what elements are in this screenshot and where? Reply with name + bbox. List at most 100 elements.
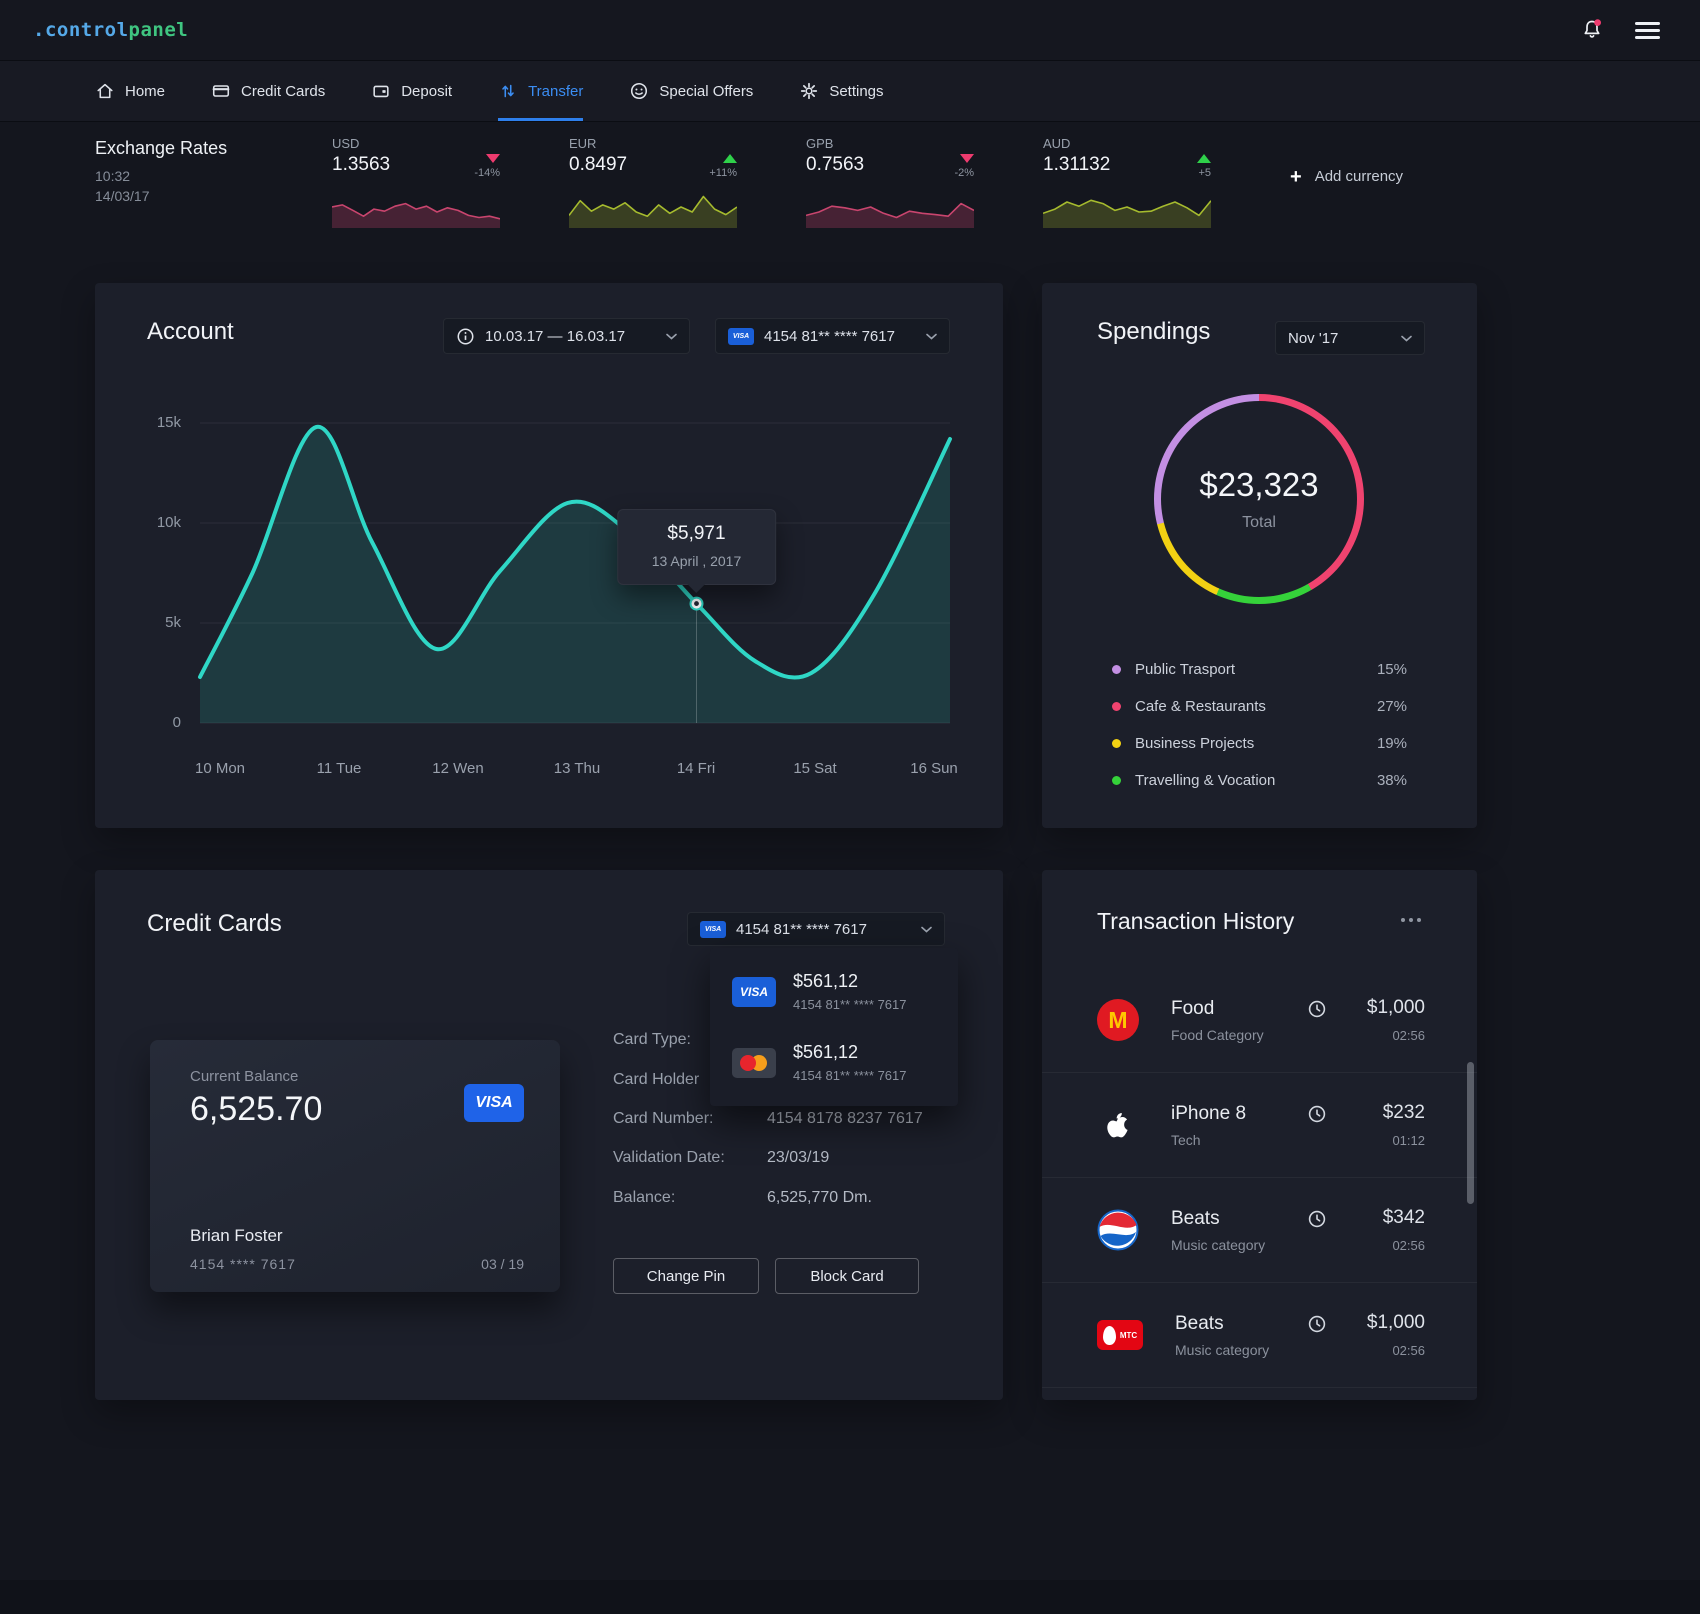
trend-arrow-icon [1197, 154, 1211, 163]
card-option-visa[interactable]: VISA $561,12 4154 81** **** 7617 [710, 956, 958, 1027]
rate-gpb: GPB 0.7563 -2% [806, 122, 1043, 240]
chevron-down-icon [1401, 335, 1412, 342]
currency-code: EUR [569, 136, 597, 151]
transactions-more-menu[interactable] [1401, 918, 1421, 922]
transaction-amount: $1,000 [1366, 1312, 1425, 1333]
home-icon [97, 83, 113, 99]
tab-settings[interactable]: Settings [799, 61, 884, 121]
mastercard-logo-icon [732, 1047, 776, 1078]
tab-credit-cards[interactable]: Credit Cards [211, 61, 325, 121]
tab-label: Transfer [528, 82, 584, 100]
y-axis-tick-label: 5k [165, 614, 181, 631]
currency-change: +11% [709, 167, 737, 179]
app-logo: .controlpanel [33, 19, 188, 41]
legend-label: Public Trasport [1135, 661, 1236, 678]
dashboard-content: Account 10.03.17 — 16.03.17 VISA 4154 81… [0, 240, 1700, 1400]
x-axis-tick-label: 15 Sat [793, 760, 837, 777]
account-card-select[interactable]: VISA 4154 81** **** 7617 [715, 318, 950, 354]
exchange-rates-date: 14/03/17 [95, 188, 150, 204]
spendings-donut-chart: $23,323 Total [1154, 394, 1364, 604]
legend-label: Business Projects [1135, 735, 1255, 752]
transaction-row[interactable]: Beats Music category $342 02:56 [1042, 1178, 1477, 1283]
exchange-rates-time: 10:32 [95, 168, 131, 184]
legend-label: Cafe & Restaurants [1135, 698, 1266, 715]
scrollbar-thumb[interactable] [1467, 1062, 1474, 1204]
change-pin-button[interactable]: Change Pin [613, 1258, 759, 1294]
bottom-strip [0, 1580, 1700, 1614]
tab-label: Special Offers [659, 82, 754, 100]
detail-label-card-holder: Card Holder [613, 1071, 700, 1088]
date-range-select[interactable]: 10.03.17 — 16.03.17 [443, 318, 690, 354]
legend-item: Business Projects 19% [1112, 725, 1407, 762]
block-card-button[interactable]: Block Card [775, 1258, 919, 1294]
hamburger-menu-icon[interactable] [1635, 21, 1660, 39]
transaction-category: Food Category [1171, 1026, 1264, 1043]
transaction-history-panel: Transaction History M Food Food Category… [1042, 870, 1477, 1400]
account-balance-chart [198, 422, 952, 733]
mcdonalds-icon: M [1097, 999, 1139, 1041]
legend-percent: 15% [1376, 661, 1407, 678]
tab-label: Settings [829, 82, 884, 100]
clock-icon [1308, 1315, 1326, 1333]
currency-code: GPB [806, 136, 834, 151]
trend-arrow-icon [723, 154, 737, 163]
currency-value: 0.8497 [569, 154, 628, 175]
tab-special-offers[interactable]: Special Offers [629, 61, 753, 121]
chevron-down-icon [666, 333, 677, 340]
x-axis-tick-label: 11 Tue [316, 760, 362, 777]
detail-label-balance: Balance: [613, 1189, 676, 1206]
info-icon [457, 328, 474, 344]
legend-dot [1112, 776, 1121, 785]
tab-transfer[interactable]: Transfer [498, 61, 584, 121]
x-axis-tick-label: 14 Fri [676, 760, 716, 777]
logo-accent: .control [33, 19, 129, 41]
spendings-total-label: Total [1242, 514, 1276, 531]
rate-usd: USD 1.3563 -14% [332, 122, 569, 240]
credit-card-dropdown-menu: VISA $561,12 4154 81** **** 7617 $561,12… [710, 948, 958, 1106]
spendings-total: $23,323 [1199, 466, 1319, 503]
donut-center: $23,323 Total [1154, 394, 1364, 604]
card-option-mastercard[interactable]: $561,12 4154 81** **** 7617 [710, 1027, 958, 1098]
transaction-row[interactable]: iPhone 8 Tech $232 01:12 [1042, 1073, 1477, 1178]
transaction-row[interactable]: МТС Beats Music category $1,000 02:56 [1042, 1283, 1477, 1388]
transaction-category: Music category [1175, 1341, 1270, 1358]
account-panel: Account 10.03.17 — 16.03.17 VISA 4154 81… [95, 283, 1003, 828]
account-title: Account [147, 318, 234, 345]
detail-value-validation-date: 23/03/19 [767, 1149, 830, 1166]
legend-item: Cafe & Restaurants 27% [1112, 688, 1407, 725]
spendings-period-select[interactable]: Nov '17 [1275, 321, 1425, 355]
currency-value: 1.3563 [332, 154, 391, 175]
y-axis-tick-label: 15k [156, 414, 181, 431]
spendings-title: Spendings [1097, 318, 1211, 345]
card-expiry: 03 / 19 [481, 1256, 524, 1272]
currency-change: +5 [1198, 167, 1211, 179]
legend-dot [1112, 702, 1121, 711]
visa-badge-icon: VISA [728, 327, 754, 345]
add-currency-button[interactable]: + Add currency [1290, 122, 1403, 240]
legend-dot [1112, 739, 1121, 748]
transaction-row[interactable]: M Food Food Category $1,000 02:56 [1042, 968, 1477, 1073]
chart-tooltip: $5,971 13 April , 2017 [616, 509, 777, 585]
legend-label: Travelling & Vocation [1135, 772, 1276, 789]
tooltip-amount: $5,971 [667, 523, 726, 544]
credit-cards-panel: Credit Cards VISA 4154 81** **** 7617 VI… [95, 870, 1003, 1400]
currency-change: -14% [474, 167, 500, 179]
detail-label-validation-date: Validation Date: [613, 1149, 725, 1166]
tab-home[interactable]: Home [95, 61, 165, 121]
credit-card-select[interactable]: VISA 4154 81** **** 7617 [687, 912, 945, 946]
card-number-masked: 4154 **** 7617 [190, 1256, 296, 1272]
y-axis-tick-label: 10k [156, 514, 181, 531]
clock-icon [1308, 1105, 1326, 1123]
visa-logo-icon: VISA [732, 976, 776, 1007]
chevron-down-icon [921, 926, 932, 933]
card-holder-name: Brian Foster [190, 1226, 283, 1245]
mts-icon: МТС [1097, 1314, 1143, 1356]
tab-deposit[interactable]: Deposit [371, 61, 452, 121]
card-option-number: 4154 81** **** 7617 [793, 997, 907, 1012]
transaction-list: M Food Food Category $1,000 02:56 [1042, 968, 1477, 1388]
pepsi-icon [1097, 1209, 1139, 1251]
bell-icon[interactable] [1579, 17, 1605, 43]
transaction-name: iPhone 8 [1171, 1102, 1247, 1124]
transaction-time: 02:56 [1392, 1238, 1425, 1253]
currency-value: 1.31132 [1043, 154, 1111, 175]
